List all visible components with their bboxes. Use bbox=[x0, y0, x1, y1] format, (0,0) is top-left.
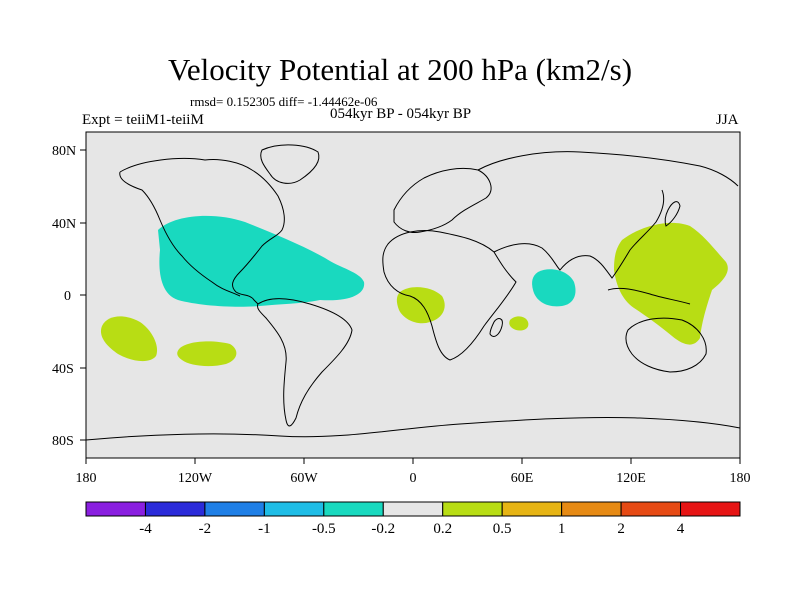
colorbar-box bbox=[382, 501, 444, 517]
region-pos-small-indian bbox=[509, 316, 529, 331]
colorbar-box bbox=[323, 501, 384, 517]
region-pos-south-pacific-east bbox=[177, 341, 237, 367]
colorbar-label: 0.2 bbox=[433, 521, 452, 537]
lon-label-120e: 120E bbox=[616, 471, 646, 486]
coast-north-america bbox=[119, 158, 285, 305]
region-neg-indian-ocean bbox=[532, 269, 576, 307]
lon-label-180e: 180 bbox=[730, 471, 751, 486]
lon-label-180w: 180 bbox=[76, 471, 97, 486]
colorbar-box bbox=[620, 501, 682, 517]
colorbar-label: -4 bbox=[139, 521, 152, 537]
coast-south-america bbox=[257, 298, 353, 427]
coast-japan bbox=[664, 201, 681, 227]
colorbar-box bbox=[501, 501, 563, 517]
coast-indonesia bbox=[607, 287, 691, 305]
lon-label-120w: 120W bbox=[178, 471, 213, 486]
coast-madagascar bbox=[489, 318, 503, 337]
region-pos-south-pacific-west bbox=[100, 316, 158, 362]
stats-label: rmsd= 0.152305 diff= -1.44462e-06 bbox=[190, 94, 378, 109]
region-pos-west-pacific bbox=[614, 222, 728, 345]
coast-north-america-west bbox=[119, 171, 241, 297]
lat-label-80n: 80N bbox=[52, 144, 76, 159]
colorbar-label: 1 bbox=[558, 521, 566, 537]
lon-axis: 180 120W 60W 0 60E 120E 180 bbox=[76, 458, 751, 486]
colorbar-box bbox=[144, 501, 206, 517]
lat-label-40s: 40S bbox=[52, 362, 74, 377]
colorbar-box bbox=[561, 501, 622, 517]
coast-africa bbox=[382, 230, 517, 361]
coast-asia-south bbox=[493, 189, 665, 279]
season-label: JJA bbox=[716, 112, 739, 128]
lat-label-0: 0 bbox=[64, 289, 71, 304]
colorbar-label: 4 bbox=[677, 521, 685, 537]
anomaly-regions bbox=[100, 215, 728, 367]
colorbar-label: -2 bbox=[199, 521, 212, 537]
colorbar-box bbox=[263, 501, 325, 517]
lat-label-40n: 40N bbox=[52, 217, 76, 232]
colorbar: -4 -2 -1 -0.5 -0.2 0.2 0.5 1 2 4 bbox=[85, 501, 741, 537]
lon-label-0: 0 bbox=[410, 471, 417, 486]
region-neg-central-america bbox=[158, 215, 365, 307]
colorbar-box bbox=[204, 501, 265, 517]
coastlines bbox=[85, 144, 741, 441]
colorbar-label: 2 bbox=[617, 521, 625, 537]
lon-label-60e: 60E bbox=[511, 471, 534, 486]
coast-australia bbox=[625, 317, 707, 373]
map-title: Velocity Potential at 200 hPa (km2/s) bbox=[167, 52, 633, 87]
experiment-label: Expt = teiiM1-teiiM bbox=[82, 112, 204, 128]
colorbar-box bbox=[442, 501, 503, 517]
coast-asia-north bbox=[477, 151, 739, 187]
colorbar-box bbox=[85, 501, 146, 517]
coast-antarctica bbox=[85, 416, 741, 441]
coast-greenland bbox=[260, 144, 320, 184]
colorbar-label: -0.2 bbox=[371, 521, 395, 537]
period-label: 054kyr BP - 054kyr BP bbox=[330, 106, 472, 122]
colorbar-label: 0.5 bbox=[493, 521, 512, 537]
colorbar-label: -0.5 bbox=[312, 521, 336, 537]
lat-label-80s: 80S bbox=[52, 434, 74, 449]
colorbar-label: -1 bbox=[258, 521, 271, 537]
colorbar-box bbox=[680, 501, 741, 517]
lat-axis: 80N 40N 0 40S 80S bbox=[52, 144, 86, 449]
coast-europe bbox=[393, 167, 492, 233]
lon-label-60w: 60W bbox=[290, 471, 318, 486]
